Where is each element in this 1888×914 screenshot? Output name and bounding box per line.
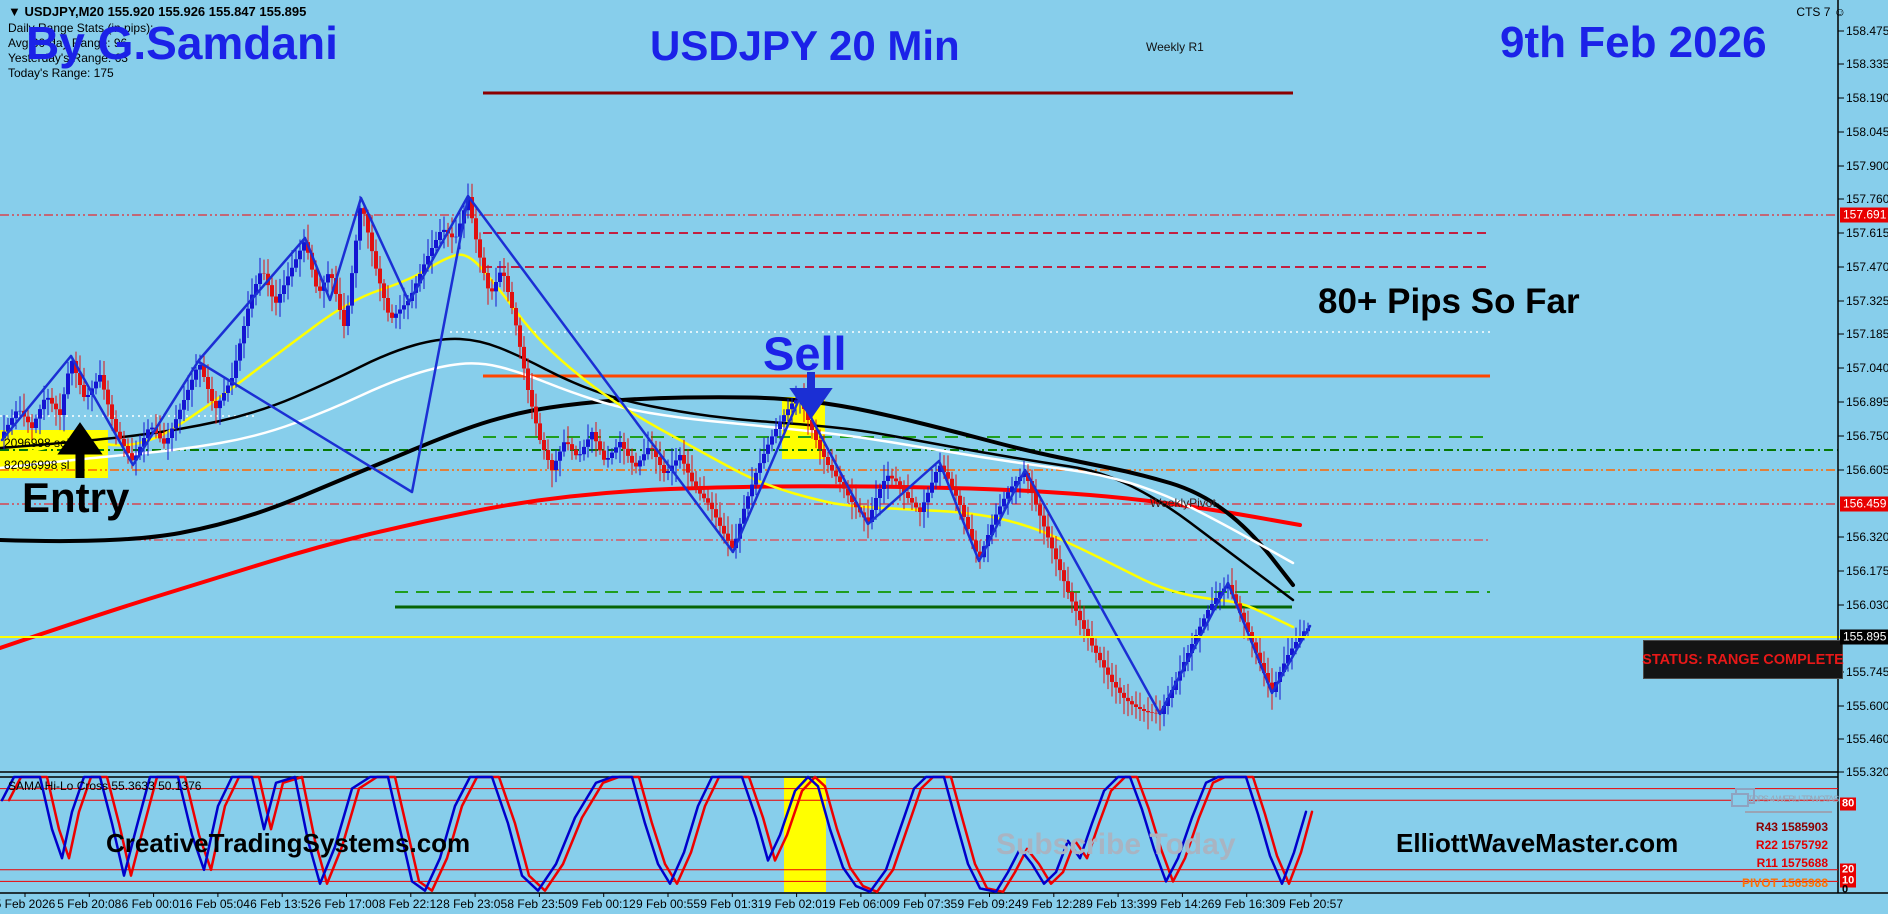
time-axis-label: 9 Feb 14:26 bbox=[1150, 897, 1215, 911]
time-axis-label: 5 Feb 20:08 bbox=[57, 897, 122, 911]
price-level-box: 156.459 bbox=[1840, 496, 1888, 512]
time-axis-label: 6 Feb 05:04 bbox=[185, 897, 250, 911]
price-tick-label: 158.475 bbox=[1846, 24, 1888, 38]
daily-range-stats: Daily Range Stats (in pips): Avg 60-day … bbox=[8, 21, 153, 81]
status-banner: STATUS: RANGE COMPLETE bbox=[1642, 640, 1844, 679]
sell-down-arrow bbox=[789, 372, 833, 419]
symbol-ohlc-line[interactable]: ▼ USDJPY,M20 155.920 155.926 155.847 155… bbox=[8, 4, 307, 19]
time-axis-label: 9 Feb 07:35 bbox=[893, 897, 958, 911]
sell-annotation: Sell bbox=[763, 327, 847, 380]
osc-red-line bbox=[7, 775, 1314, 894]
highlight-zone-2 bbox=[784, 778, 826, 892]
ma-black-fast bbox=[0, 337, 1295, 602]
time-axis-label: 9 Feb 13:39 bbox=[1086, 897, 1151, 911]
ma-white bbox=[0, 362, 1295, 565]
time-axis-label: 9 Feb 12:28 bbox=[1021, 897, 1086, 911]
price-tick-label: 156.895 bbox=[1846, 395, 1888, 409]
pivot-level-label: R22 1575792 bbox=[1755, 838, 1828, 852]
stats-today: Today's Range: 175 bbox=[8, 66, 114, 80]
price-tick-label: 158.190 bbox=[1846, 91, 1888, 105]
time-axis-label: 9 Feb 01:31 bbox=[700, 897, 765, 911]
price-tick-label: 157.040 bbox=[1846, 361, 1888, 375]
time-axis-label: 9 Feb 00:12 bbox=[571, 897, 636, 911]
watermark-left: CreativeTradingSystems.com bbox=[106, 828, 471, 858]
osc-blue-line bbox=[0, 775, 1308, 894]
time-axis-label: 8 Feb 22:12 bbox=[378, 897, 443, 911]
price-tick-label: 157.900 bbox=[1846, 159, 1888, 173]
time-axis-label: 9 Feb 16:30 bbox=[1214, 897, 1279, 911]
price-tick-label: 155.320 bbox=[1846, 765, 1888, 779]
time-axis-label: 8 Feb 23:50 bbox=[507, 897, 572, 911]
time-axis-label: 8 Feb 23:05 bbox=[443, 897, 508, 911]
price-tick-label: 157.615 bbox=[1846, 226, 1888, 240]
pips-annotation: 80+ Pips So Far bbox=[1318, 282, 1580, 321]
time-axis-label: 5 Feb 2026 bbox=[0, 897, 56, 911]
window-restore-icon[interactable] bbox=[1731, 788, 1755, 807]
ma-black-slow bbox=[0, 395, 1295, 587]
price-tick-label: 156.320 bbox=[1846, 530, 1888, 544]
price-tick-label: 155.745 bbox=[1846, 665, 1888, 679]
price-tick-label: 158.335 bbox=[1846, 57, 1888, 71]
oscillator-scale-label: 80 bbox=[1840, 797, 1857, 811]
time-axis-label: 9 Feb 09:24 bbox=[957, 897, 1022, 911]
date-text: 9th Feb 2026 bbox=[1500, 18, 1767, 67]
byline-text: By G.Samdani bbox=[26, 17, 338, 69]
ma-red-slow bbox=[0, 484, 1302, 650]
price-tick-label: 155.600 bbox=[1846, 699, 1888, 713]
entry-up-arrow bbox=[57, 422, 103, 478]
entry-annotation: Entry bbox=[22, 474, 130, 521]
stats-title: Daily Range Stats (in pips): bbox=[8, 21, 154, 35]
watermark-right: ElliottWaveMaster.com bbox=[1396, 828, 1679, 858]
time-axis-label: 9 Feb 20:57 bbox=[1278, 897, 1344, 911]
pivot-level-label: R43 1585903 bbox=[1755, 820, 1828, 834]
stats-yesterday: Yesterday's Range: 63 bbox=[8, 51, 128, 65]
weekly-r1-label: Weekly R1 bbox=[1146, 40, 1204, 54]
pivot-level-label: PIVOT 1565988 bbox=[1741, 876, 1828, 890]
price-tick-label: 156.750 bbox=[1846, 429, 1888, 443]
cts-badge: CTS 7 ☺ bbox=[1796, 5, 1846, 19]
oscillator-scale-label: 20 bbox=[1840, 863, 1857, 877]
time-axis-label: 9 Feb 06:00 bbox=[828, 897, 893, 911]
watermark-subscribe: Subscribe Today bbox=[996, 828, 1236, 861]
zigzag-outer bbox=[197, 196, 470, 494]
candle-bodies-up bbox=[2, 197, 1310, 714]
order-sell-label: 2096998 sell bbox=[4, 436, 73, 450]
price-tick-label: 156.605 bbox=[1846, 463, 1888, 477]
price-tick-label: 156.030 bbox=[1846, 598, 1888, 612]
time-axis-label: 9 Feb 00:55 bbox=[635, 897, 701, 911]
price-tick-label: 157.760 bbox=[1846, 192, 1888, 206]
time-axis-label: 6 Feb 17:00 bbox=[314, 897, 379, 911]
order-sl-label: 82096998 sl bbox=[4, 458, 70, 472]
oscillator-scale-label: 0 bbox=[1842, 883, 1849, 896]
chart-title: USDJPY 20 Min bbox=[650, 22, 960, 69]
price-level-box: 157.691 bbox=[1840, 207, 1888, 223]
ma-yellow bbox=[0, 253, 1295, 629]
price-tick-label: 155.460 bbox=[1846, 732, 1888, 746]
zigzag-inner bbox=[0, 194, 1312, 716]
indicator-label: SAMA Hi-Lo Cross 55.3633 50.1376 bbox=[8, 779, 202, 793]
price-level-box: 155.895 bbox=[1840, 629, 1888, 645]
weekly-pivot-label: WeeklyPivot bbox=[1150, 496, 1216, 510]
oscillator-scale-label: 10 bbox=[1840, 874, 1857, 888]
price-tick-label: 157.470 bbox=[1846, 260, 1888, 274]
stats-avg: Avg 60-day Range: 96 bbox=[8, 36, 128, 50]
time-axis-label: 6 Feb 13:52 bbox=[250, 897, 315, 911]
time-axis-label: 6 Feb 00:01 bbox=[121, 897, 186, 911]
price-tick-label: 158.045 bbox=[1846, 125, 1888, 139]
pivot-level-label: R11 1575688 bbox=[1756, 856, 1828, 870]
price-tick-label: 156.175 bbox=[1846, 564, 1888, 578]
price-tick-label: 157.185 bbox=[1846, 327, 1888, 341]
overlapped-grey-text: TSTOPS-4-WERU-TPWOTAS bbox=[1738, 794, 1839, 804]
price-tick-label: 157.325 bbox=[1846, 294, 1888, 308]
time-axis-label: 9 Feb 02:01 bbox=[764, 897, 829, 911]
status-text: STATUS: RANGE COMPLETE bbox=[1642, 651, 1844, 668]
